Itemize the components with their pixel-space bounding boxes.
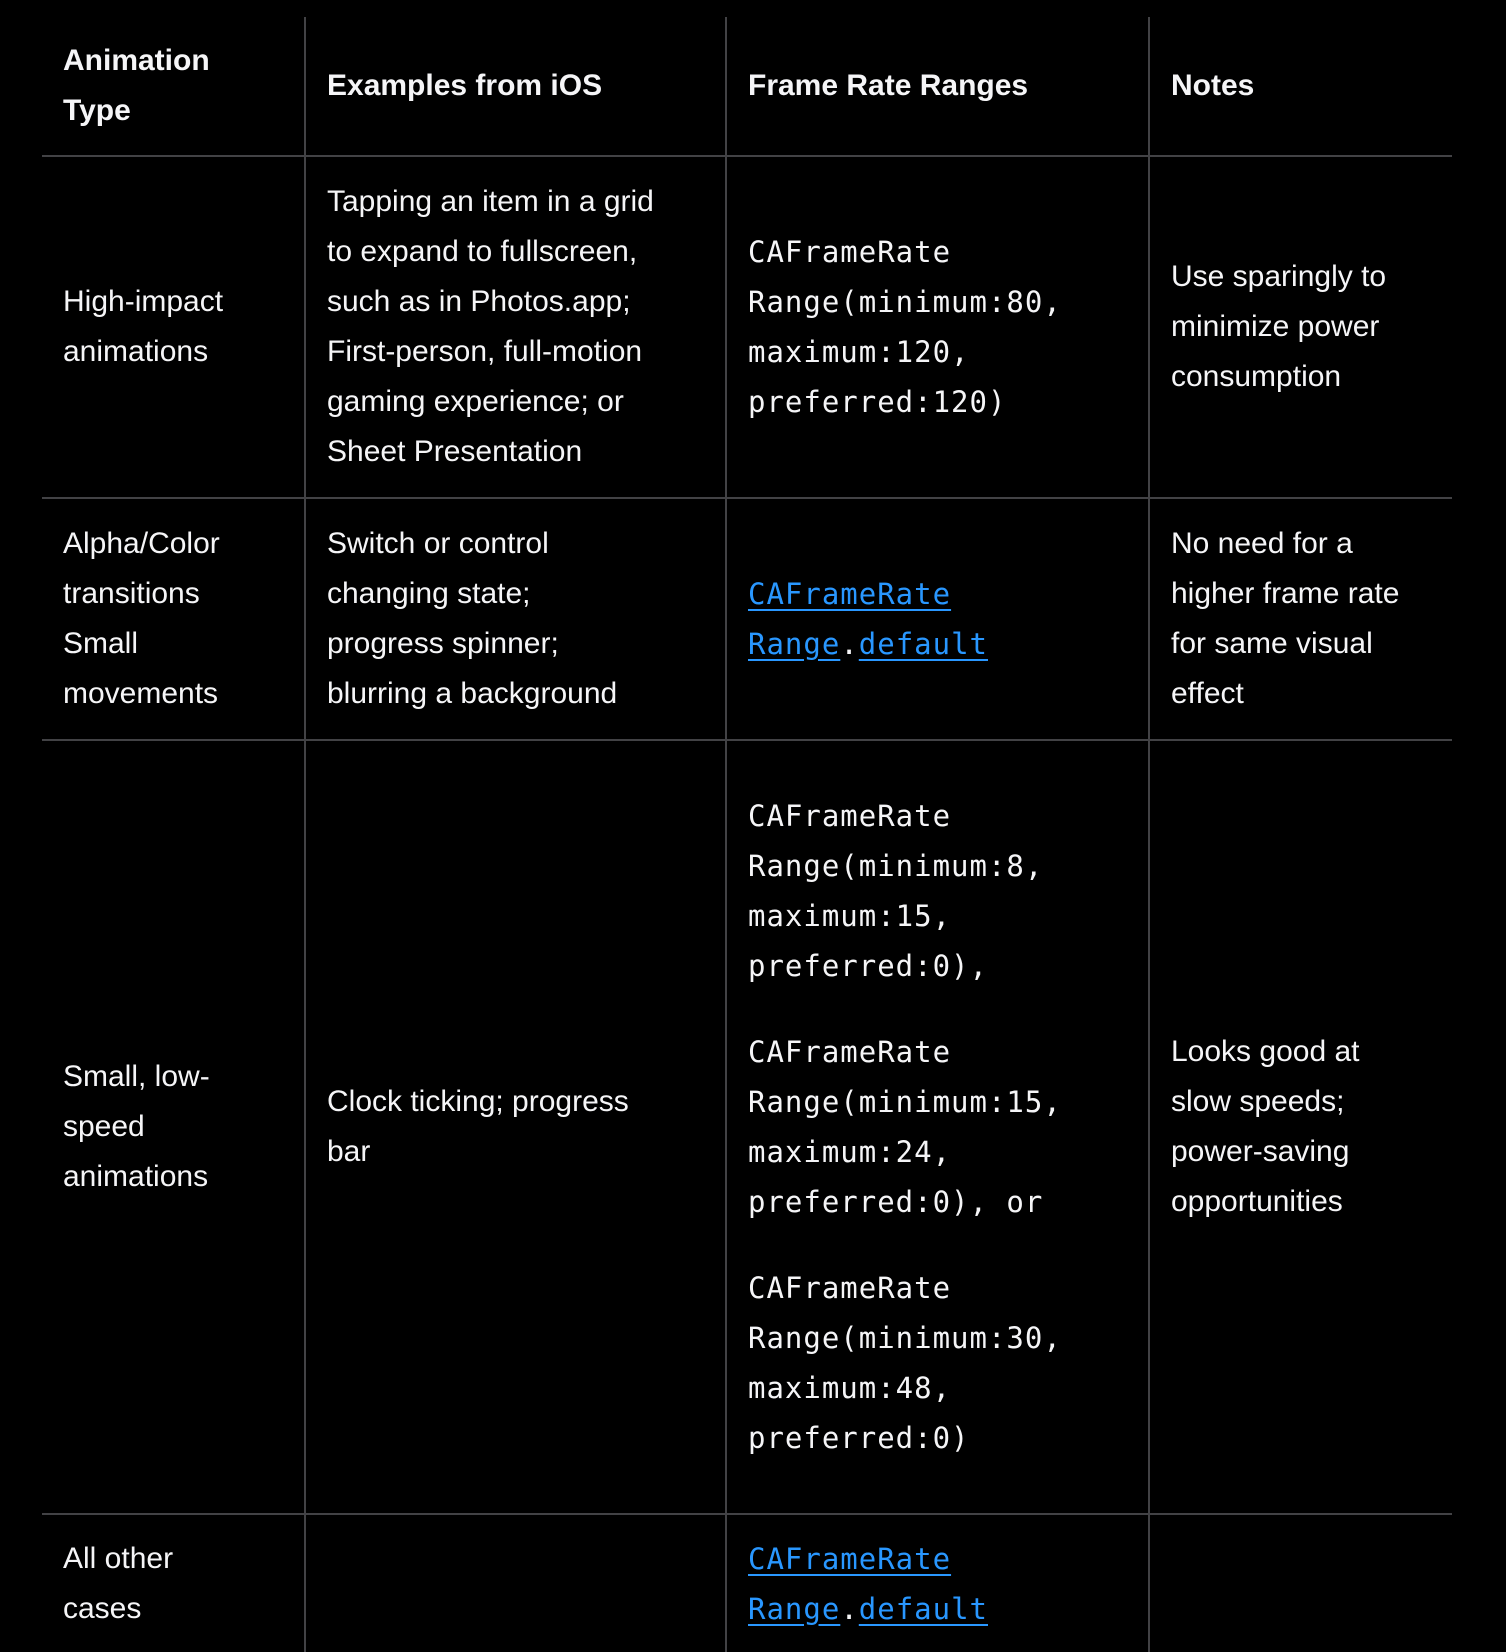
cell-notes: No need for a higher frame rate for same… bbox=[1148, 497, 1452, 741]
table-row: Small, low- speed animations Clock ticki… bbox=[42, 739, 1452, 1515]
cell-examples: Tapping an item in a grid to expand to f… bbox=[304, 155, 727, 499]
table-row: High-impact animations Tapping an item i… bbox=[42, 155, 1452, 499]
caframerate-range-link[interactable]: CAFrameRate Range bbox=[748, 577, 952, 661]
header-row: Animation Type Examples from iOS Frame R… bbox=[42, 17, 1452, 157]
cell-notes: Looks good at slow speeds; power-saving … bbox=[1148, 739, 1452, 1515]
header-animation-type: Animation Type bbox=[42, 17, 306, 157]
frame-rate-table: Animation Type Examples from iOS Frame R… bbox=[42, 17, 1452, 1652]
range-code: CAFrameRate Range(minimum:15, maximum:24… bbox=[748, 1035, 1062, 1219]
cell-examples: Switch or control changing state; progre… bbox=[304, 497, 727, 741]
header-notes: Notes bbox=[1148, 17, 1452, 157]
cell-examples bbox=[304, 1513, 727, 1652]
range-code: CAFrameRate Range(minimum:8, maximum:15,… bbox=[748, 799, 1044, 983]
header-frame-rate-ranges: Frame Rate Ranges bbox=[725, 17, 1150, 157]
cell-ranges: CAFrameRate Range.default bbox=[725, 497, 1150, 741]
cell-type: Small, low- speed animations bbox=[42, 739, 306, 1515]
cell-notes: Use sparingly to minimize power consumpt… bbox=[1148, 155, 1452, 499]
cell-type: All other cases bbox=[42, 1513, 306, 1652]
link-dot: . bbox=[840, 627, 859, 661]
default-link[interactable]: default bbox=[858, 627, 988, 661]
range-code: CAFrameRate Range(minimum:30, maximum:48… bbox=[748, 1271, 1062, 1455]
table-row: Alpha/Color transitions Small movements … bbox=[42, 497, 1452, 741]
link-dot: . bbox=[840, 1591, 859, 1626]
cell-examples: Clock ticking; progress bar bbox=[304, 739, 727, 1515]
table-row: All other cases CAFrameRate Range.defaul… bbox=[42, 1513, 1452, 1652]
cell-type: Alpha/Color transitions Small movements bbox=[42, 497, 306, 741]
cell-ranges: CAFrameRate Range.default bbox=[725, 1513, 1150, 1652]
cell-notes bbox=[1148, 1513, 1452, 1652]
default-link[interactable]: default bbox=[858, 1591, 988, 1626]
range-code: CAFrameRate Range(minimum:80, maximum:12… bbox=[748, 235, 1062, 419]
cell-ranges: CAFrameRate Range(minimum:80, maximum:12… bbox=[725, 155, 1150, 499]
header-examples: Examples from iOS bbox=[304, 17, 727, 157]
cell-ranges: CAFrameRate Range(minimum:8, maximum:15,… bbox=[725, 739, 1150, 1515]
cell-type: High-impact animations bbox=[42, 155, 306, 499]
